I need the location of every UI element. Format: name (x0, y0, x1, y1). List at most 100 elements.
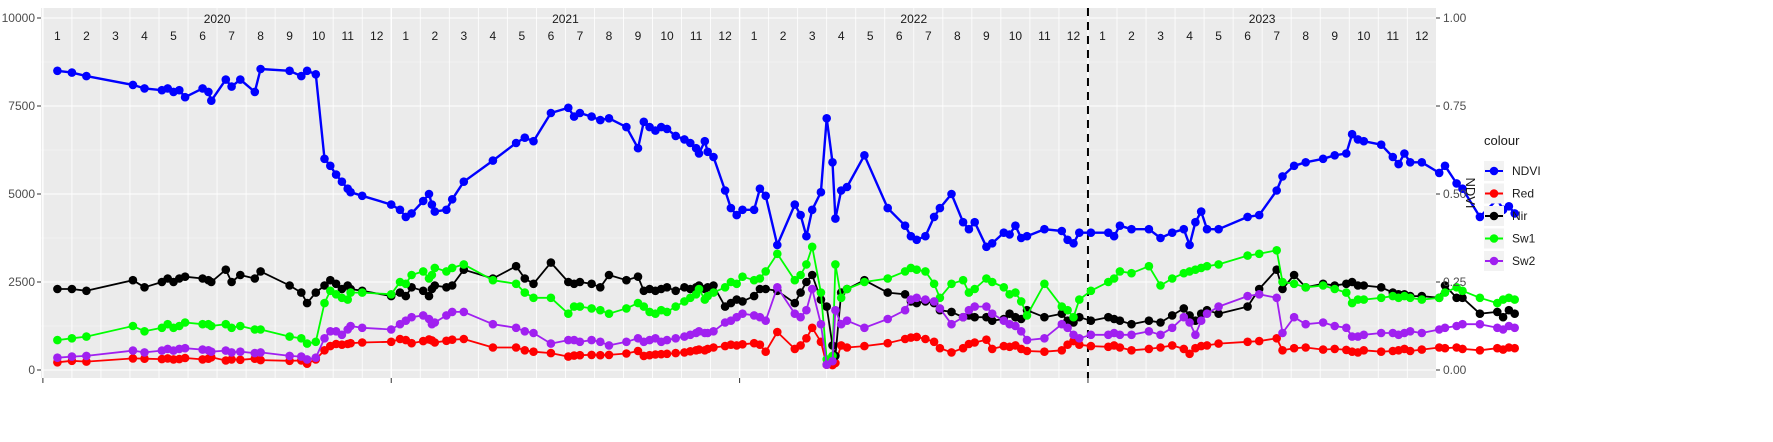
point-nir (1440, 281, 1450, 290)
month-label: 5 (519, 29, 526, 43)
point-nir (802, 277, 811, 287)
point-ndvi (1254, 210, 1264, 220)
point-ndvi (128, 80, 138, 90)
point-nir (587, 279, 596, 289)
point-sw1 (386, 290, 396, 299)
point-nir (970, 312, 979, 322)
point-ndvi (1156, 233, 1165, 243)
point-sw2 (1086, 330, 1096, 340)
point-nir (546, 258, 556, 267)
point-red (671, 348, 680, 358)
point-red (912, 332, 921, 342)
point-sw1 (816, 288, 826, 297)
point-ndvi (604, 114, 614, 123)
point-red (1330, 344, 1339, 354)
point-red (488, 343, 498, 352)
point-ndvi (1289, 161, 1299, 171)
point-sw1 (343, 295, 353, 304)
point-sw2 (1196, 316, 1206, 326)
point-sw2 (842, 316, 852, 326)
point-red (511, 343, 521, 352)
point-nir (311, 288, 321, 297)
point-sw2 (622, 337, 631, 347)
point-sw1 (1272, 246, 1281, 255)
month-label: 1 (54, 29, 61, 43)
point-sw1 (912, 265, 921, 275)
point-ndvi (395, 205, 405, 215)
point-red (802, 334, 811, 343)
point-ndvi (256, 64, 265, 74)
point-sw1 (1115, 267, 1125, 276)
point-sw1 (511, 279, 521, 289)
point-ndvi (1127, 224, 1136, 234)
point-ndvi (587, 112, 596, 121)
left-axis-tick-label: 5000 (8, 187, 35, 201)
point-red (604, 350, 614, 360)
point-sw1 (1202, 261, 1212, 271)
point-nir (302, 298, 312, 308)
point-sw2 (459, 307, 469, 317)
month-label: 3 (809, 29, 816, 43)
point-ndvi (822, 114, 831, 123)
month-label: 8 (257, 29, 264, 43)
point-ndvi (520, 133, 530, 142)
point-ndvi (831, 214, 840, 223)
point-sw2 (302, 355, 312, 364)
point-sw1 (1144, 261, 1154, 271)
point-ndvi (1458, 184, 1467, 193)
point-sw2 (929, 297, 939, 306)
point-sw1 (709, 288, 718, 297)
point-red (1075, 340, 1084, 350)
point-nir (221, 265, 231, 275)
point-ndvi (947, 189, 956, 199)
point-sw1 (1318, 281, 1328, 290)
point-sw2 (1458, 319, 1467, 329)
point-sw1 (807, 242, 817, 252)
month-label: 2 (83, 29, 90, 43)
point-nir (1475, 309, 1485, 319)
point-sw1 (842, 284, 852, 294)
point-ndvi (1040, 224, 1049, 234)
point-ndvi (720, 186, 730, 195)
point-sw2 (1115, 330, 1125, 340)
point-nir (822, 302, 831, 311)
point-red (761, 347, 770, 357)
point-sw2 (947, 319, 956, 329)
right-axis-tick-label: 1.00 (1443, 11, 1467, 25)
point-sw2 (1301, 319, 1310, 329)
point-ndvi (511, 138, 521, 148)
point-sw2 (587, 335, 596, 345)
point-nir (401, 291, 411, 301)
point-red (929, 337, 939, 347)
point-ndvi (1301, 158, 1310, 167)
point-red (520, 346, 530, 355)
point-ndvi (386, 200, 396, 209)
month-label: 4 (1186, 29, 1193, 43)
point-sw2 (596, 337, 605, 347)
point-sw1 (1278, 277, 1287, 287)
point-ndvi (285, 66, 294, 76)
point-sw2 (1040, 334, 1049, 343)
point-red (430, 338, 440, 347)
bottom-axis (42, 378, 1089, 383)
point-ndvi (204, 87, 213, 97)
point-ndvi (1278, 172, 1287, 181)
point-ndvi (346, 187, 355, 197)
point-sw1 (346, 288, 355, 297)
month-label: 5 (867, 29, 874, 43)
point-sw1 (773, 249, 782, 259)
right-axis-title: NDVI (1463, 177, 1478, 208)
point-sw2 (1179, 312, 1189, 322)
legend-label-ndvi: NDVI (1512, 164, 1541, 178)
point-nir (331, 279, 341, 289)
point-ndvi (1115, 221, 1125, 230)
point-nir (447, 281, 457, 290)
point-ndvi (726, 203, 736, 213)
month-label: 6 (199, 29, 206, 43)
point-red (622, 349, 631, 358)
point-red (1243, 337, 1252, 347)
month-label: 7 (577, 29, 584, 43)
point-ndvi (1405, 158, 1415, 167)
point-ndvi (1179, 224, 1189, 234)
month-label: 9 (1331, 29, 1338, 43)
